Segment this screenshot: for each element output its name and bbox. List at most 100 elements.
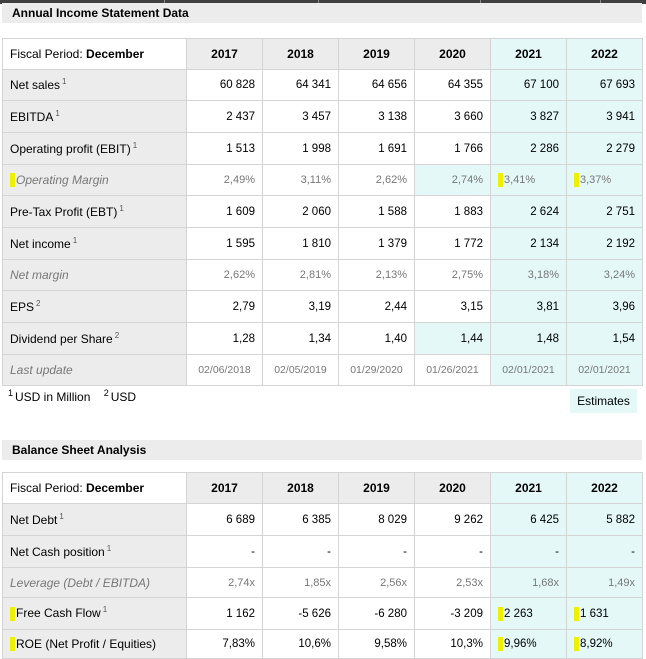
highlight-marker [498,173,503,187]
row-label: Pre-Tax Profit (EBT) 1 [2,195,187,228]
balance-fiscal-period: Fiscal Period: December [2,472,187,504]
value-cell: 3 941 [566,100,643,133]
value-cell: 6 689 [186,503,263,536]
value-cell: 2,74% [414,164,491,196]
year-header: 2020 [414,472,491,504]
year-header: 2018 [262,38,339,70]
value-text: 3 138 [378,110,407,123]
value-text: 3,81 [536,300,559,313]
value-cell: -3 209 [414,597,491,630]
value-text: 1 691 [378,142,407,155]
value-cell: 01/29/2020 [338,354,415,386]
value-text: 3,11% [300,174,331,186]
row-label-text: Net Cash position [10,544,105,559]
value-cell: 1,34 [262,322,339,355]
value-cell: 2 279 [566,132,643,165]
value-cell: 1 588 [338,195,415,228]
value-text: 3,41% [504,173,536,186]
value-text: 64 341 [295,79,331,91]
value-text: 1 379 [378,237,407,250]
value-text: 2,74x [228,576,255,589]
top-bar-tick [480,0,481,4]
value-cell: 1,28 [186,322,263,355]
value-cell: 1 162 [186,597,263,630]
highlight-marker [574,606,579,621]
value-text: 2 624 [530,205,559,218]
value-text: 6 689 [226,513,255,526]
value-text: 2 751 [606,205,635,218]
value-cell: 1 595 [186,227,263,260]
estimates-legend: Estimates [570,389,637,413]
row-label: Net Cash position 1 [2,535,187,568]
value-cell: 2,44 [338,290,415,323]
row-ebitda: EBITDA 1 2 437 3 457 3 138 3 660 3 827 3 941 [2,100,643,133]
value-cell: 2,79 [186,290,263,323]
value-cell: - [490,535,567,568]
value-text: 1 588 [378,205,407,218]
row-label-text: Net sales [10,78,61,92]
value-text: 6 425 [530,513,559,526]
value-text: 3,37% [580,173,612,186]
value-cell: 2 624 [490,195,567,228]
balance-section-title: Balance Sheet Analysis [2,440,642,460]
value-text: 1,34 [308,332,331,345]
value-text: 1,40 [384,332,407,345]
value-cell: 2 286 [490,132,567,165]
value-cell: 1 691 [338,132,415,165]
value-text: 2 263 [504,607,533,620]
value-cell: 1,85x [262,567,339,598]
value-cell: 1 810 [262,227,339,260]
value-text: 5 882 [606,513,635,526]
value-cell: 2,75% [414,259,491,291]
value-text: - [403,545,407,558]
row-net-cash-position: Net Cash position 1 - - - - - - [2,535,643,568]
year-header: 2020 [414,38,491,70]
row-pre-tax-profit-ebt: Pre-Tax Profit (EBT) 1 1 609 2 060 1 588 1 88… [2,195,643,228]
value-cell: 2,49% [186,164,263,196]
value-cell: 10,3% [414,629,491,659]
balance-header-row: Fiscal Period: December 2017 2018 2019 2… [2,472,643,504]
row-net-sales: Net sales 1 60 828 64 341 64 656 64 355 67 100… [2,69,643,101]
value-cell: 3,96 [566,290,643,323]
row-label-text: ROE (Net Profit / Equities) [16,636,157,651]
footnote-text: USD [110,390,137,404]
value-cell: 3,37% [566,164,643,196]
value-text: 2 134 [530,237,559,250]
value-text: 2,49% [223,174,255,186]
income-section-title: Annual Income Statement Data [2,3,642,23]
year-header: 2017 [186,38,263,70]
row-label: Net Debt 1 [2,503,187,536]
footnote-ref: 2 [114,330,120,340]
footnote-marker: 1 [8,388,14,398]
row-label-text: Leverage (Debt / EBITDA) [10,575,151,590]
value-cell: 02/01/2021 [490,354,567,386]
value-text: 01/29/2020 [350,364,403,376]
row-eps: EPS 2 2,79 3,19 2,44 3,15 3,81 3,96 [2,290,643,323]
value-cell: 01/26/2021 [414,354,491,386]
value-text: 2 192 [606,237,635,250]
value-text: 02/06/2018 [198,364,251,376]
value-text: 2,56x [380,576,407,589]
value-cell: 6 385 [262,503,339,536]
value-text: 67 100 [523,79,559,91]
value-text: 9,96% [504,638,537,651]
value-text: 9,58% [374,638,407,650]
row-label-text: Operating profit (EBIT) [10,141,131,156]
value-cell: 60 828 [186,69,263,101]
value-text: 1 998 [302,142,331,155]
value-cell: 1,40 [338,322,415,355]
balance-table: Fiscal Period: December 2017 2018 2019 2… [2,472,643,659]
footnote-ref: 1 [59,511,64,521]
value-cell: 3,15 [414,290,491,323]
value-cell: 2 192 [566,227,643,260]
value-cell: 1 883 [414,195,491,228]
value-cell: 1 609 [186,195,263,228]
value-text: 1 772 [454,237,483,250]
value-text: 3 941 [606,110,635,123]
value-cell: 02/05/2019 [262,354,339,386]
value-cell: 10,6% [262,629,339,659]
row-label-text: Dividend per Share [10,331,113,346]
value-text: 1 595 [226,237,255,250]
value-text: - [555,545,559,558]
value-cell: 3,11% [262,164,339,196]
